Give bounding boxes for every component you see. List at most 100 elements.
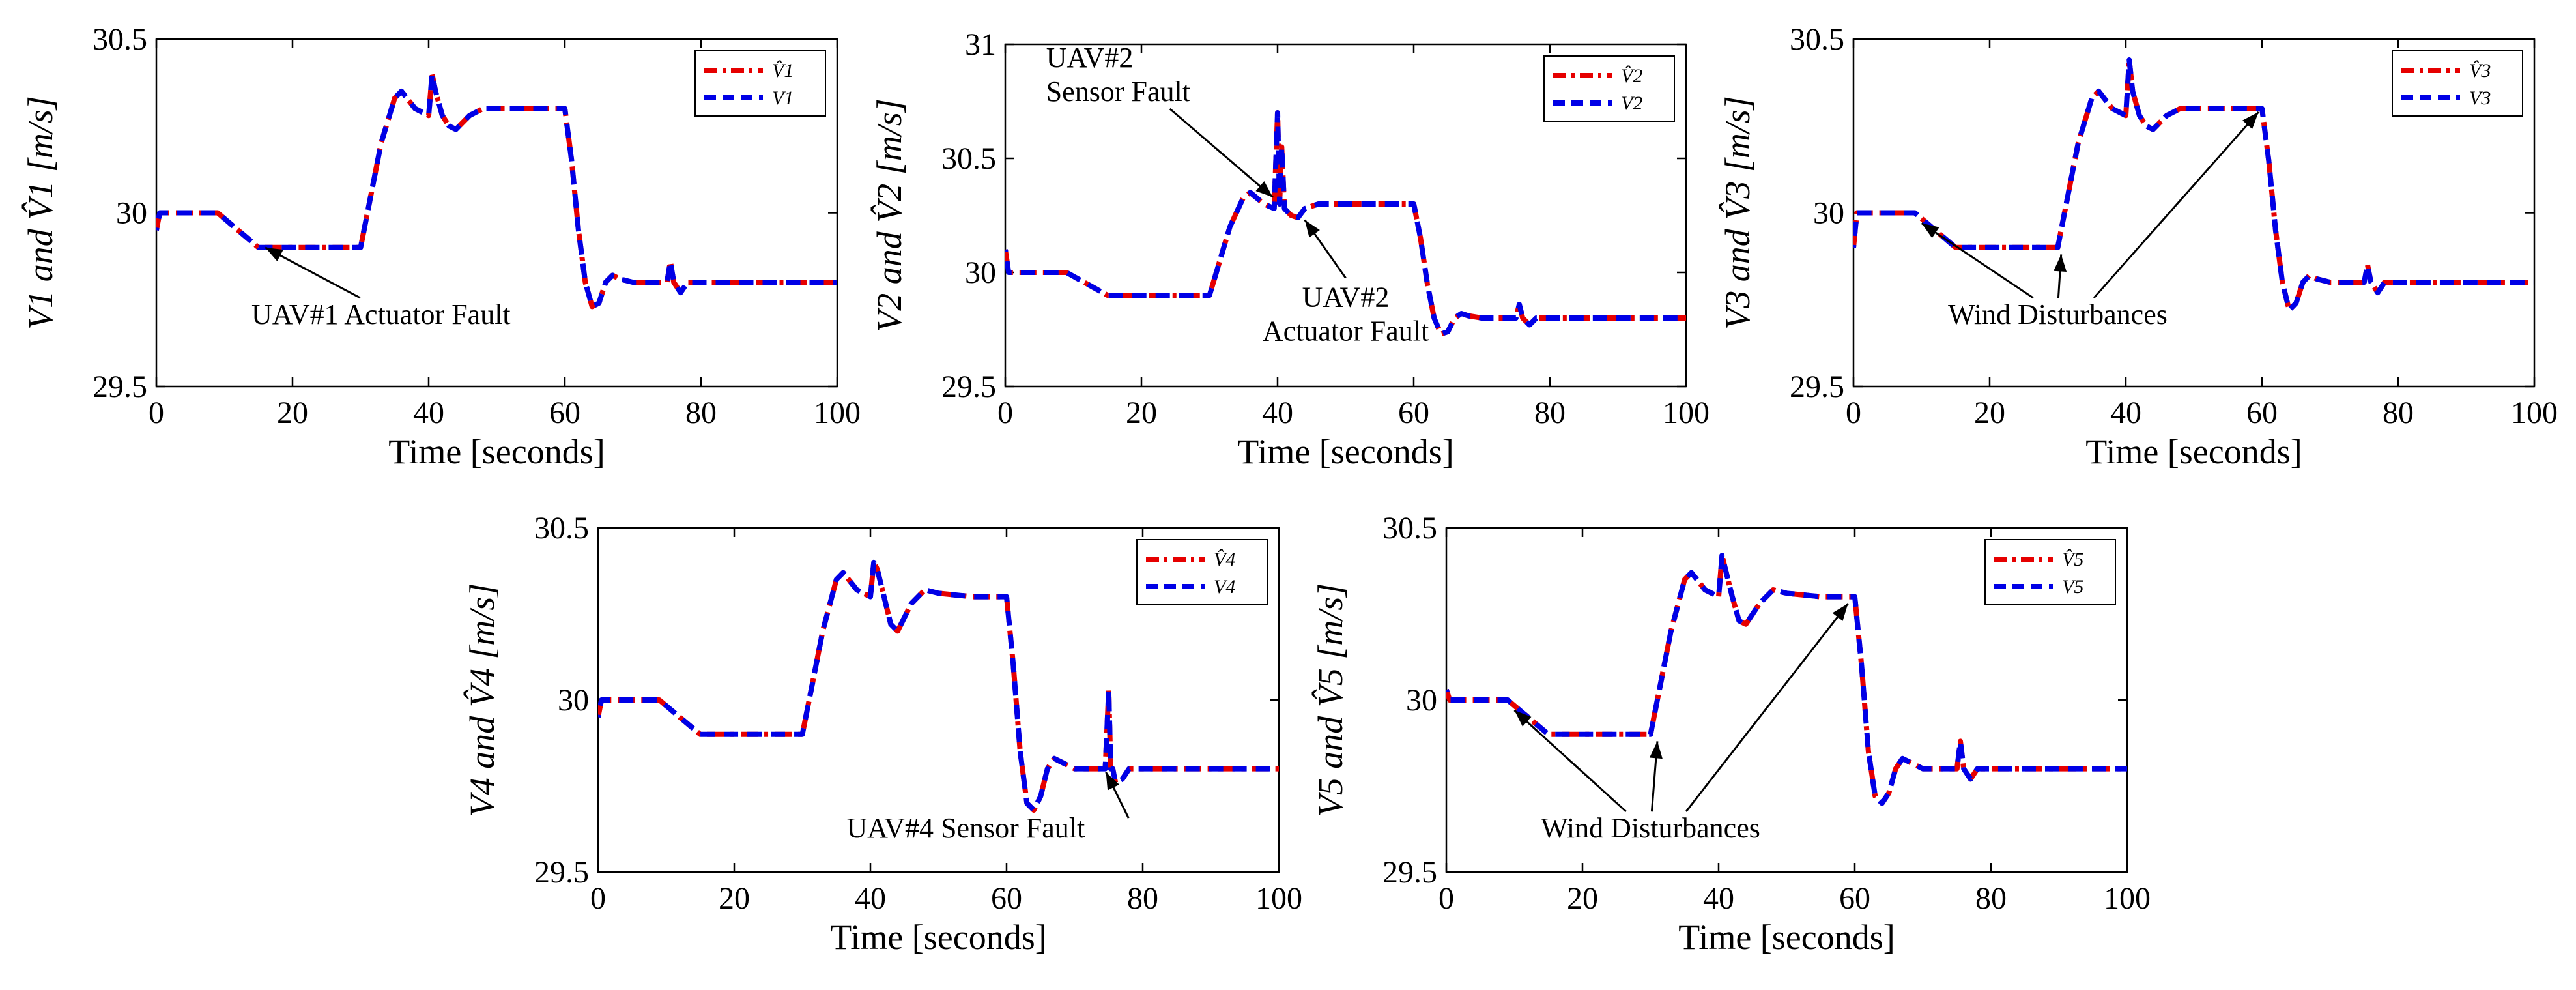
chart-uav2: 0 20 40 60 80 100 29.5 30 30.5 31 Time [seconds] V2… [870, 27, 1710, 471]
x-tick-label: 100 [2104, 881, 2151, 916]
annotation-arrow-line [1169, 108, 1274, 198]
legend-box [2392, 50, 2523, 117]
y-axis-label: V4 and V̂4 [m/s] [463, 583, 502, 817]
legend-entry: V̂1 [772, 60, 794, 81]
chart-uav1: 0 20 40 60 80 100 29.5 30 30.5 Time [seconds] V1 a… [21, 22, 861, 471]
annotation-text: UAV#2 [1046, 42, 1134, 74]
y-tick-label: 31 [965, 27, 996, 62]
legend: V̂1V1 [694, 50, 826, 117]
y-axis-label: V2 and V̂2 [m/s] [870, 98, 909, 332]
x-tick-label: 100 [814, 396, 861, 430]
legend-box [1543, 55, 1675, 122]
legend-entry: V2 [1621, 93, 1642, 114]
legend-entry: V̂4 [1214, 549, 1235, 570]
annotation-text: Wind Disturbances [1948, 298, 2168, 330]
annotation: Wind Disturbances [1921, 111, 2259, 330]
x-tick-label: 80 [1127, 881, 1158, 916]
y-tick-label: 30 [116, 196, 147, 231]
x-tick-label: 0 [149, 396, 164, 430]
chart-uav5: 0 20 40 60 80 100 29.5 30 30.5 Time [seconds] V5 a… [1311, 511, 2151, 957]
annotation-text: Wind Disturbances [1541, 812, 1760, 844]
annotation-arrow-head [1649, 741, 1663, 759]
x-axis-label: Time [seconds] [2085, 432, 2302, 471]
annotation-arrow-line [2093, 111, 2259, 299]
x-tick-label: 0 [997, 396, 1013, 430]
annotation-text: UAV#2 [1302, 282, 1390, 313]
annotation-arrow-head [1921, 223, 1939, 239]
legend-entry: V5 [2062, 576, 2083, 598]
x-tick-label: 20 [719, 881, 750, 916]
legend: V̂2V2 [1543, 55, 1675, 122]
y-tick-label: 29.5 [941, 370, 996, 404]
x-tick-label: 60 [549, 396, 580, 430]
annotation: UAV#1 Actuator Fault [251, 246, 511, 330]
annotation: UAV#4 Sensor Fault [846, 772, 1130, 844]
annotation-text: Sensor Fault [1046, 76, 1190, 108]
chart-uav3: 0 20 40 60 80 100 29.5 30 30.5 Time [seconds] V3 a… [1718, 22, 2558, 471]
x-tick-label: 80 [1975, 881, 2007, 916]
series-line-actual [156, 71, 837, 310]
x-tick-label: 0 [1438, 881, 1454, 916]
x-tick-label: 60 [991, 881, 1022, 916]
x-tick-label: 100 [2511, 396, 2558, 430]
legend: V̂5V5 [1984, 539, 2116, 605]
y-tick-label: 30 [558, 683, 589, 718]
series-line-actual [1005, 110, 1686, 337]
x-tick-label: 60 [1839, 881, 1870, 916]
annotation-arrow-head [1255, 181, 1273, 197]
y-tick-label: 29.5 [1790, 370, 1844, 404]
x-tick-label: 80 [685, 396, 717, 430]
y-axis-label: V1 and V̂1 [m/s] [21, 96, 60, 330]
x-axis-label: Time [seconds] [1237, 432, 1454, 471]
legend-entry: V̂3 [2469, 60, 2491, 81]
legend-box [694, 50, 826, 117]
x-tick-label: 100 [1255, 881, 1302, 916]
y-tick-label: 30.5 [1382, 511, 1437, 546]
y-tick-label: 30 [965, 255, 996, 290]
legend: V̂3V3 [2392, 50, 2523, 117]
x-axis-label: Time [seconds] [1678, 918, 1895, 957]
x-tick-label: 20 [1567, 881, 1598, 916]
y-tick-label: 29.5 [534, 855, 589, 890]
annotation-arrow-line [1921, 222, 2034, 299]
x-tick-label: 40 [855, 881, 886, 916]
x-tick-label: 0 [1846, 396, 1861, 430]
y-tick-label: 30 [1406, 683, 1437, 718]
annotation-arrow-head [1106, 772, 1120, 791]
y-tick-label: 29.5 [93, 370, 147, 404]
legend-box [1984, 539, 2116, 605]
y-tick-label: 30 [1813, 196, 1844, 231]
legend-entry: V3 [2469, 87, 2491, 109]
legend: V̂4V4 [1136, 539, 1268, 605]
y-tick-label: 30.5 [93, 22, 147, 57]
annotation-text: UAV#1 Actuator Fault [251, 298, 511, 330]
x-tick-label: 0 [590, 881, 606, 916]
x-axis-label: Time [seconds] [830, 918, 1047, 957]
x-axis-label: Time [seconds] [388, 432, 605, 471]
annotation-arrow-head [1304, 220, 1320, 238]
x-tick-label: 20 [277, 396, 308, 430]
legend-box [1136, 539, 1268, 605]
y-tick-label: 30.5 [534, 511, 589, 546]
annotation-arrow-head [2054, 254, 2067, 272]
series-line-actual [1853, 57, 2534, 313]
legend-entry: V1 [772, 87, 794, 109]
x-tick-label: 40 [1703, 881, 1734, 916]
annotation-arrow-head [1514, 710, 1532, 727]
x-tick-label: 60 [2246, 396, 2278, 430]
annotation-arrow-line [265, 246, 361, 299]
series-line-actual [1446, 553, 2127, 806]
x-tick-label: 80 [2383, 396, 2414, 430]
y-tick-label: 30.5 [941, 141, 996, 176]
series-line-actual [598, 559, 1279, 813]
annotation-arrow-head [265, 247, 283, 261]
annotation-arrow-line [1685, 603, 1849, 813]
y-axis-label: V5 and V̂5 [m/s] [1311, 583, 1350, 817]
annotation-arrow-head [2242, 111, 2259, 130]
x-tick-label: 20 [1126, 396, 1157, 430]
annotation: Wind Disturbances [1513, 603, 1849, 844]
legend-entry: V̂2 [1621, 65, 1642, 87]
x-tick-label: 40 [413, 396, 444, 430]
